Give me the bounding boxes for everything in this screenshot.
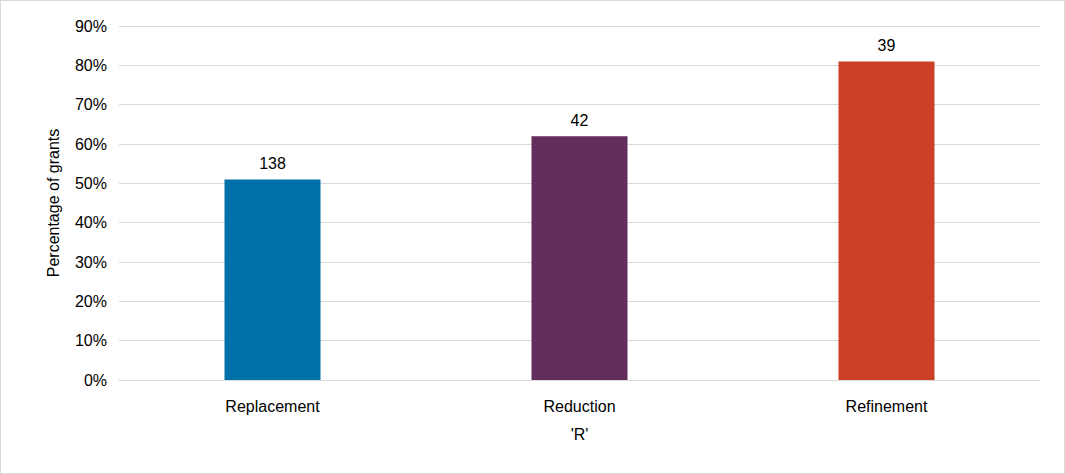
svg-text:'R': 'R' [571, 426, 589, 443]
svg-text:Refinement: Refinement [846, 398, 928, 415]
svg-text:39: 39 [878, 37, 896, 54]
svg-text:20%: 20% [75, 293, 107, 310]
svg-text:30%: 30% [75, 254, 107, 271]
svg-text:138: 138 [259, 155, 286, 172]
svg-text:Percentage of grants: Percentage of grants [45, 129, 62, 278]
svg-text:50%: 50% [75, 175, 107, 192]
svg-text:0%: 0% [84, 372, 107, 389]
svg-text:Reduction: Reduction [543, 398, 615, 415]
svg-text:42: 42 [571, 112, 589, 129]
svg-text:Replacement: Replacement [225, 398, 320, 415]
svg-text:60%: 60% [75, 136, 107, 153]
svg-text:70%: 70% [75, 96, 107, 113]
svg-text:40%: 40% [75, 214, 107, 231]
svg-text:90%: 90% [75, 18, 107, 35]
svg-text:80%: 80% [75, 57, 107, 74]
svg-text:10%: 10% [75, 332, 107, 349]
